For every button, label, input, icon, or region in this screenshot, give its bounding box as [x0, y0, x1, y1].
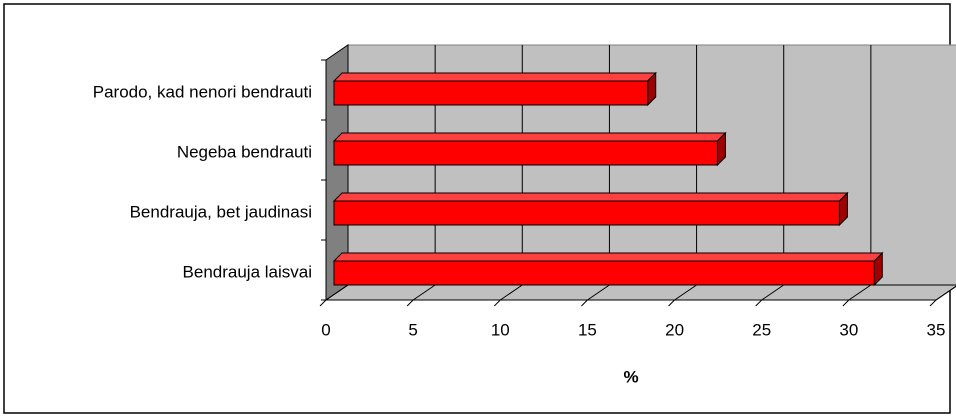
bar-top	[332, 132, 727, 142]
x-tick	[842, 299, 850, 307]
x-tick	[319, 299, 327, 307]
x-tick	[406, 299, 414, 307]
x-tick-label: 15	[578, 320, 597, 339]
x-tick-label: 35	[927, 320, 946, 339]
y-tick-label: Parodo, kad nenori bendrauti	[93, 82, 312, 101]
x-tick-label: 20	[665, 320, 684, 339]
grid-line	[761, 284, 784, 301]
x-tick	[581, 299, 588, 307]
bar-top	[332, 192, 849, 202]
x-tick	[493, 299, 501, 307]
bar-top	[332, 72, 657, 82]
grid-line	[325, 284, 349, 301]
grid-line	[848, 284, 872, 301]
bar	[332, 71, 657, 107]
bar	[332, 131, 727, 167]
x-tick-label: 0	[321, 320, 330, 339]
bar-front	[333, 80, 649, 106]
bar	[332, 191, 849, 227]
x-tick-label: 25	[752, 320, 771, 339]
x-tick	[668, 299, 675, 307]
x-tick-label: 5	[408, 320, 417, 339]
y-tick-label: Negeba bendrauti	[177, 142, 312, 161]
x-axis-label: %	[623, 367, 638, 386]
x-tick	[755, 299, 763, 307]
x-tick	[929, 299, 937, 307]
bar	[332, 251, 884, 287]
y-tick-label: Bendrauja, bet jaudinasi	[130, 202, 312, 221]
floor	[324, 284, 956, 301]
grid-line	[587, 284, 610, 301]
x-tick-label: 10	[491, 320, 510, 339]
bar-front	[333, 140, 718, 166]
bar-front	[333, 260, 875, 286]
y-tick-label: Bendrauja laisvai	[183, 262, 312, 281]
grid-line	[500, 284, 523, 301]
grid-line	[412, 284, 436, 301]
grid-line	[935, 285, 956, 301]
x-tick-label: 30	[839, 320, 858, 339]
grid-line	[674, 284, 697, 301]
bar-top	[332, 252, 884, 262]
bar-front	[333, 200, 840, 226]
